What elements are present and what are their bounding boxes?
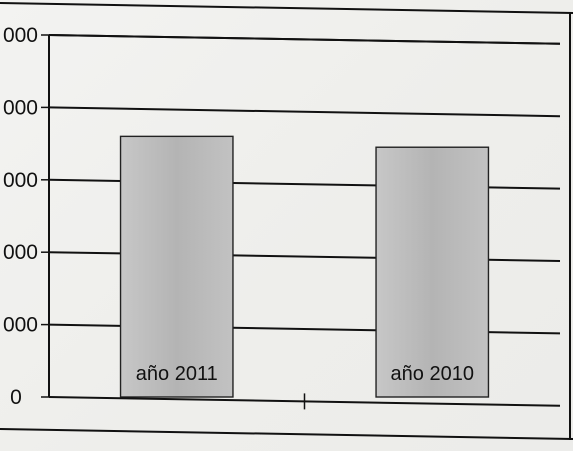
y-tick-label: 000 <box>3 241 38 264</box>
plot-top-border <box>48 34 561 45</box>
chart-outer-top-border <box>0 2 573 14</box>
x-tick-label: año 2011 <box>136 363 218 385</box>
y-tick-label: 000 <box>3 24 38 47</box>
y-tick-label: 000 <box>3 314 38 337</box>
x-tick-label: año 2010 <box>391 363 474 385</box>
bars <box>119 135 490 398</box>
bar <box>119 135 234 398</box>
axes <box>41 34 561 410</box>
y-tick-label: 000 <box>3 169 38 192</box>
bar <box>375 146 490 398</box>
chart-outer-bottom-border <box>0 428 573 440</box>
y-tick-label: 000 <box>3 96 38 119</box>
grid-line <box>48 106 561 118</box>
y-tick-label: 0 <box>10 386 22 409</box>
